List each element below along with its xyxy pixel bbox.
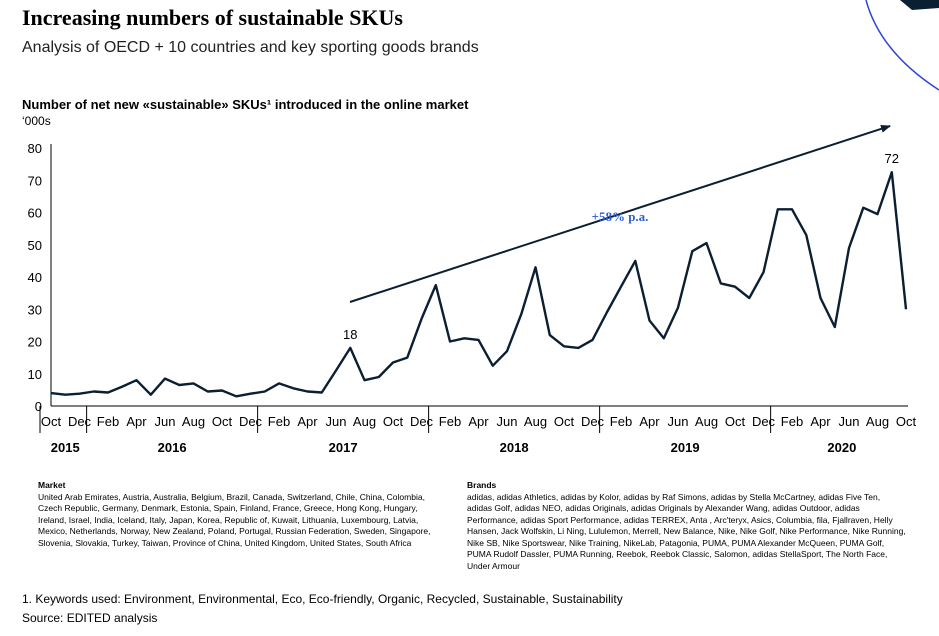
trend-arrow: +58% p.a. [349,124,891,303]
y-tick-label: 0 [35,399,42,414]
market-note-text: United Arab Emirates, Austria, Australia… [38,491,431,548]
x-tick-label: Feb [781,414,803,429]
corner-decoration [865,0,939,91]
brands-note-title: Brands [467,480,497,490]
x-tick-label: Aug [353,414,376,429]
year-label: 2016 [158,440,187,455]
data-label: 72 [885,151,899,166]
y-tick-label: 20 [28,335,42,350]
x-tick-label: Feb [610,414,632,429]
line-chart: 0 10 20 30 40 50 60 70 80 Oct Dec Feb Apr Jun Aug Oct D… [28,0,939,455]
chart-unit-label: ‘000s [22,114,51,128]
trend-arrow-line [349,124,891,303]
x-tick-label: Aug [695,414,718,429]
x-tick-label: Aug [866,414,889,429]
x-tick-label: Jun [326,414,347,429]
series-line [50,171,908,398]
x-tick-label: Jun [155,414,176,429]
x-tick-label: Aug [524,414,547,429]
footnote: 1. Keywords used: Environment, Environme… [22,592,623,606]
x-tick-label: Dec [752,414,776,429]
corner-shape [900,0,939,10]
page-subtitle: Analysis of OECD + 10 countries and key … [22,39,479,56]
x-tick-label: Aug [182,414,205,429]
x-tick-label: Dec [581,414,605,429]
x-tick-label: Jun [668,414,689,429]
x-tick-label: Dec [239,414,263,429]
source-note: Source: EDITED analysis [22,611,158,625]
trend-label: +58% p.a. [592,209,649,224]
data-label: 18 [343,327,357,342]
page-title: Increasing numbers of sustainable SKUs [22,5,403,30]
y-tick-label: 60 [28,206,42,221]
x-tick-label: Feb [97,414,119,429]
x-tick-label: Apr [468,414,489,429]
x-tick-label: Jun [839,414,860,429]
x-tick-label: Oct [41,414,62,429]
x-tick-label: Dec [68,414,92,429]
year-label: 2017 [329,440,358,455]
corner-arc [865,0,939,91]
year-label: 2018 [500,440,529,455]
y-tick-label: 70 [28,173,42,188]
year-label: 2020 [827,440,856,455]
brands-note: Brands adidas, adidas Athletics, adidas … [467,480,907,572]
brands-note-text: adidas, adidas Athletics, adidas by Kolo… [467,491,906,571]
x-tick-label: Oct [896,414,917,429]
x-tick-label: Feb [439,414,461,429]
x-tick-label: Apr [126,414,147,429]
market-note-title: Market [38,480,66,490]
series-group [50,171,908,398]
x-tick-label: Jun [497,414,518,429]
y-tick-label: 80 [28,141,42,156]
y-axis: 0 10 20 30 40 50 60 70 80 [28,141,52,414]
chart-title: Number of net new «sustainable» SKUs¹ in… [22,97,469,112]
x-axis: Oct Dec Feb Apr Jun Aug Oct Dec Feb Apr Jun Aug Oct D… [39,405,917,455]
x-tick-label: Oct [725,414,746,429]
x-tick-label: Oct [212,414,233,429]
year-label: 2015 [51,440,80,455]
x-tick-label: Apr [810,414,831,429]
x-tick-label: Apr [639,414,660,429]
x-tick-label: Oct [554,414,575,429]
year-label: 2019 [671,440,700,455]
x-tick-label: Oct [383,414,404,429]
market-note: Market United Arab Emirates, Austria, Au… [38,480,448,549]
x-tick-label: Dec [410,414,434,429]
x-tick-label: Apr [297,414,318,429]
y-tick-label: 40 [28,270,42,285]
y-tick-label: 30 [28,302,42,317]
x-tick-label: Feb [268,414,290,429]
y-tick-label: 10 [28,367,42,382]
y-tick-label: 50 [28,238,42,253]
